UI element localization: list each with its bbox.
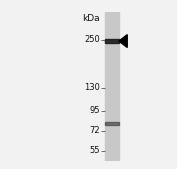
Text: kDa: kDa [83, 14, 100, 23]
Text: 250: 250 [84, 35, 100, 44]
Bar [105, 12, 119, 161]
Text: 55: 55 [90, 146, 100, 155]
Text: 72: 72 [90, 126, 100, 135]
Text: 130: 130 [84, 83, 100, 92]
Bar [105, 122, 119, 125]
Text: 95: 95 [90, 106, 100, 115]
Polygon shape [119, 35, 127, 47]
Bar [105, 39, 119, 43]
